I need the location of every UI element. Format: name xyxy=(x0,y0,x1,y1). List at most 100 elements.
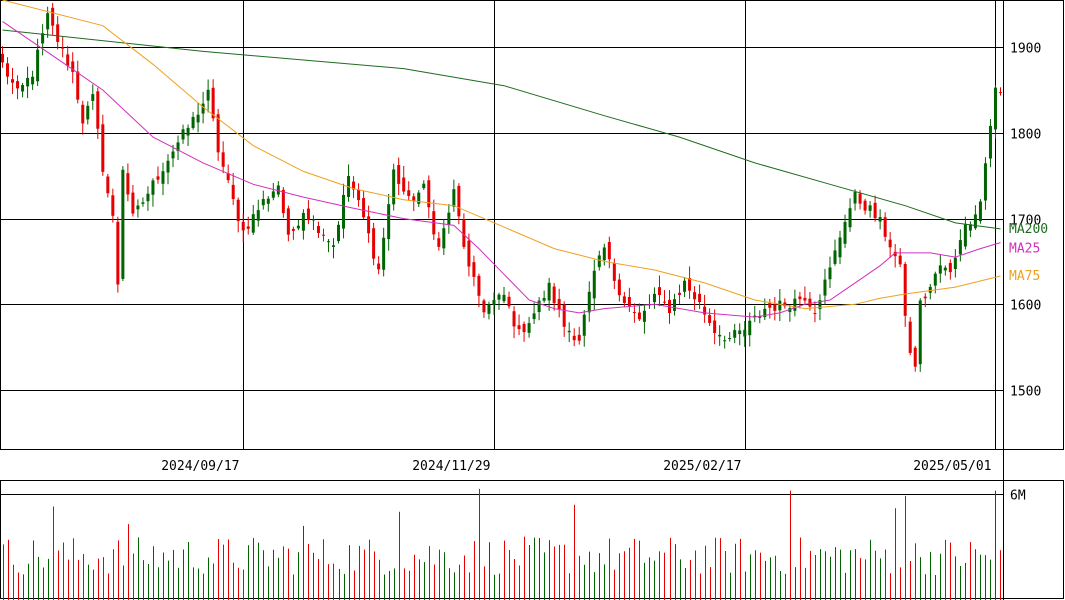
candle-body xyxy=(507,296,511,307)
candle-body xyxy=(116,221,120,285)
candle-body xyxy=(151,180,155,195)
candle-body xyxy=(276,185,280,195)
candle-body xyxy=(998,92,1002,94)
candle-body xyxy=(477,275,481,296)
candle-body xyxy=(467,240,471,267)
candle-body xyxy=(793,298,797,311)
candle-body xyxy=(251,214,255,233)
candle-body xyxy=(798,296,802,300)
price-panel xyxy=(0,0,1064,450)
candle-body xyxy=(718,334,722,337)
candle-body xyxy=(372,228,376,259)
volume-panel xyxy=(0,480,1064,600)
candle-body xyxy=(286,208,290,235)
candle-body xyxy=(993,87,997,130)
candle-body xyxy=(592,270,596,299)
candle-body xyxy=(121,169,125,279)
candle-body xyxy=(281,189,285,214)
candle-body xyxy=(321,234,325,236)
candle-body xyxy=(948,262,952,273)
candle-body xyxy=(161,171,165,184)
candle-body xyxy=(216,114,220,153)
candle-body xyxy=(738,330,742,335)
date-tick-label: 2025/02/17 xyxy=(663,459,741,474)
candle-body xyxy=(713,320,717,334)
price-tick-label: 1600 xyxy=(1010,299,1041,314)
candle-body xyxy=(988,125,992,159)
candle-body xyxy=(808,298,812,307)
price-tick-label: 1500 xyxy=(1010,385,1041,400)
candle-body xyxy=(291,228,295,231)
candle-body xyxy=(597,255,601,268)
candle-body xyxy=(843,221,847,244)
candle-body xyxy=(607,242,611,260)
candle-body xyxy=(266,198,270,204)
date-tick-label: 2025/05/01 xyxy=(913,459,991,474)
candle-body xyxy=(562,304,566,327)
candle-body xyxy=(1,53,5,63)
candle-body xyxy=(357,189,361,201)
candle-body xyxy=(96,91,100,129)
candle-body xyxy=(868,205,872,211)
candle-body xyxy=(953,257,957,270)
candle-body xyxy=(512,311,516,327)
candle-body xyxy=(918,300,922,365)
candle-body xyxy=(417,192,421,204)
candle-body xyxy=(176,142,180,152)
candle-body xyxy=(331,245,336,247)
candle-body xyxy=(853,192,857,204)
candle-body xyxy=(231,184,235,200)
candle-body xyxy=(622,296,626,303)
ma200-line xyxy=(2,29,1001,230)
candle-body xyxy=(527,323,531,333)
candle-body xyxy=(221,152,225,167)
candle-body xyxy=(818,300,822,310)
candle-body xyxy=(226,173,230,181)
candle-body xyxy=(66,54,70,66)
candle-body xyxy=(943,267,947,271)
candle-body xyxy=(828,267,832,280)
candle-body xyxy=(723,340,727,342)
candle-body xyxy=(978,201,982,222)
date-tick-label: 2024/09/17 xyxy=(161,459,239,474)
date-tick-label: 2024/11/29 xyxy=(412,459,490,474)
candle-body xyxy=(552,286,556,304)
candle-body xyxy=(186,127,190,136)
candle-body xyxy=(778,300,782,311)
candle-body xyxy=(823,279,827,296)
candle-body xyxy=(632,312,636,314)
candle-body xyxy=(923,296,927,299)
candle-body xyxy=(878,217,882,222)
candle-body xyxy=(753,315,757,318)
candle-body xyxy=(16,81,20,89)
candle-body xyxy=(773,304,777,311)
candle-body xyxy=(913,347,917,367)
candle-body xyxy=(482,300,486,313)
candle-body xyxy=(261,199,265,206)
candle-body xyxy=(517,325,521,330)
candle-body xyxy=(91,94,95,101)
candle-body xyxy=(36,49,40,82)
candle-body xyxy=(56,24,60,42)
candle-body xyxy=(928,286,932,293)
candle-body xyxy=(387,204,391,240)
candle-body xyxy=(698,293,702,303)
candle-body xyxy=(783,302,787,307)
candle-body xyxy=(141,202,145,204)
candle-body xyxy=(487,304,491,314)
candle-body xyxy=(898,255,902,265)
candle-body xyxy=(296,225,300,229)
candle-body xyxy=(156,176,160,180)
candle-body xyxy=(703,306,707,315)
candle-body xyxy=(683,280,687,292)
candle-body xyxy=(256,210,260,221)
candle-body xyxy=(181,129,185,140)
candle-body xyxy=(11,79,15,83)
candle-body xyxy=(763,308,767,318)
candle-body xyxy=(813,313,817,315)
candle-body xyxy=(502,294,506,302)
candle-body xyxy=(617,279,621,296)
candle-body xyxy=(301,212,305,231)
candle-body xyxy=(41,33,45,44)
